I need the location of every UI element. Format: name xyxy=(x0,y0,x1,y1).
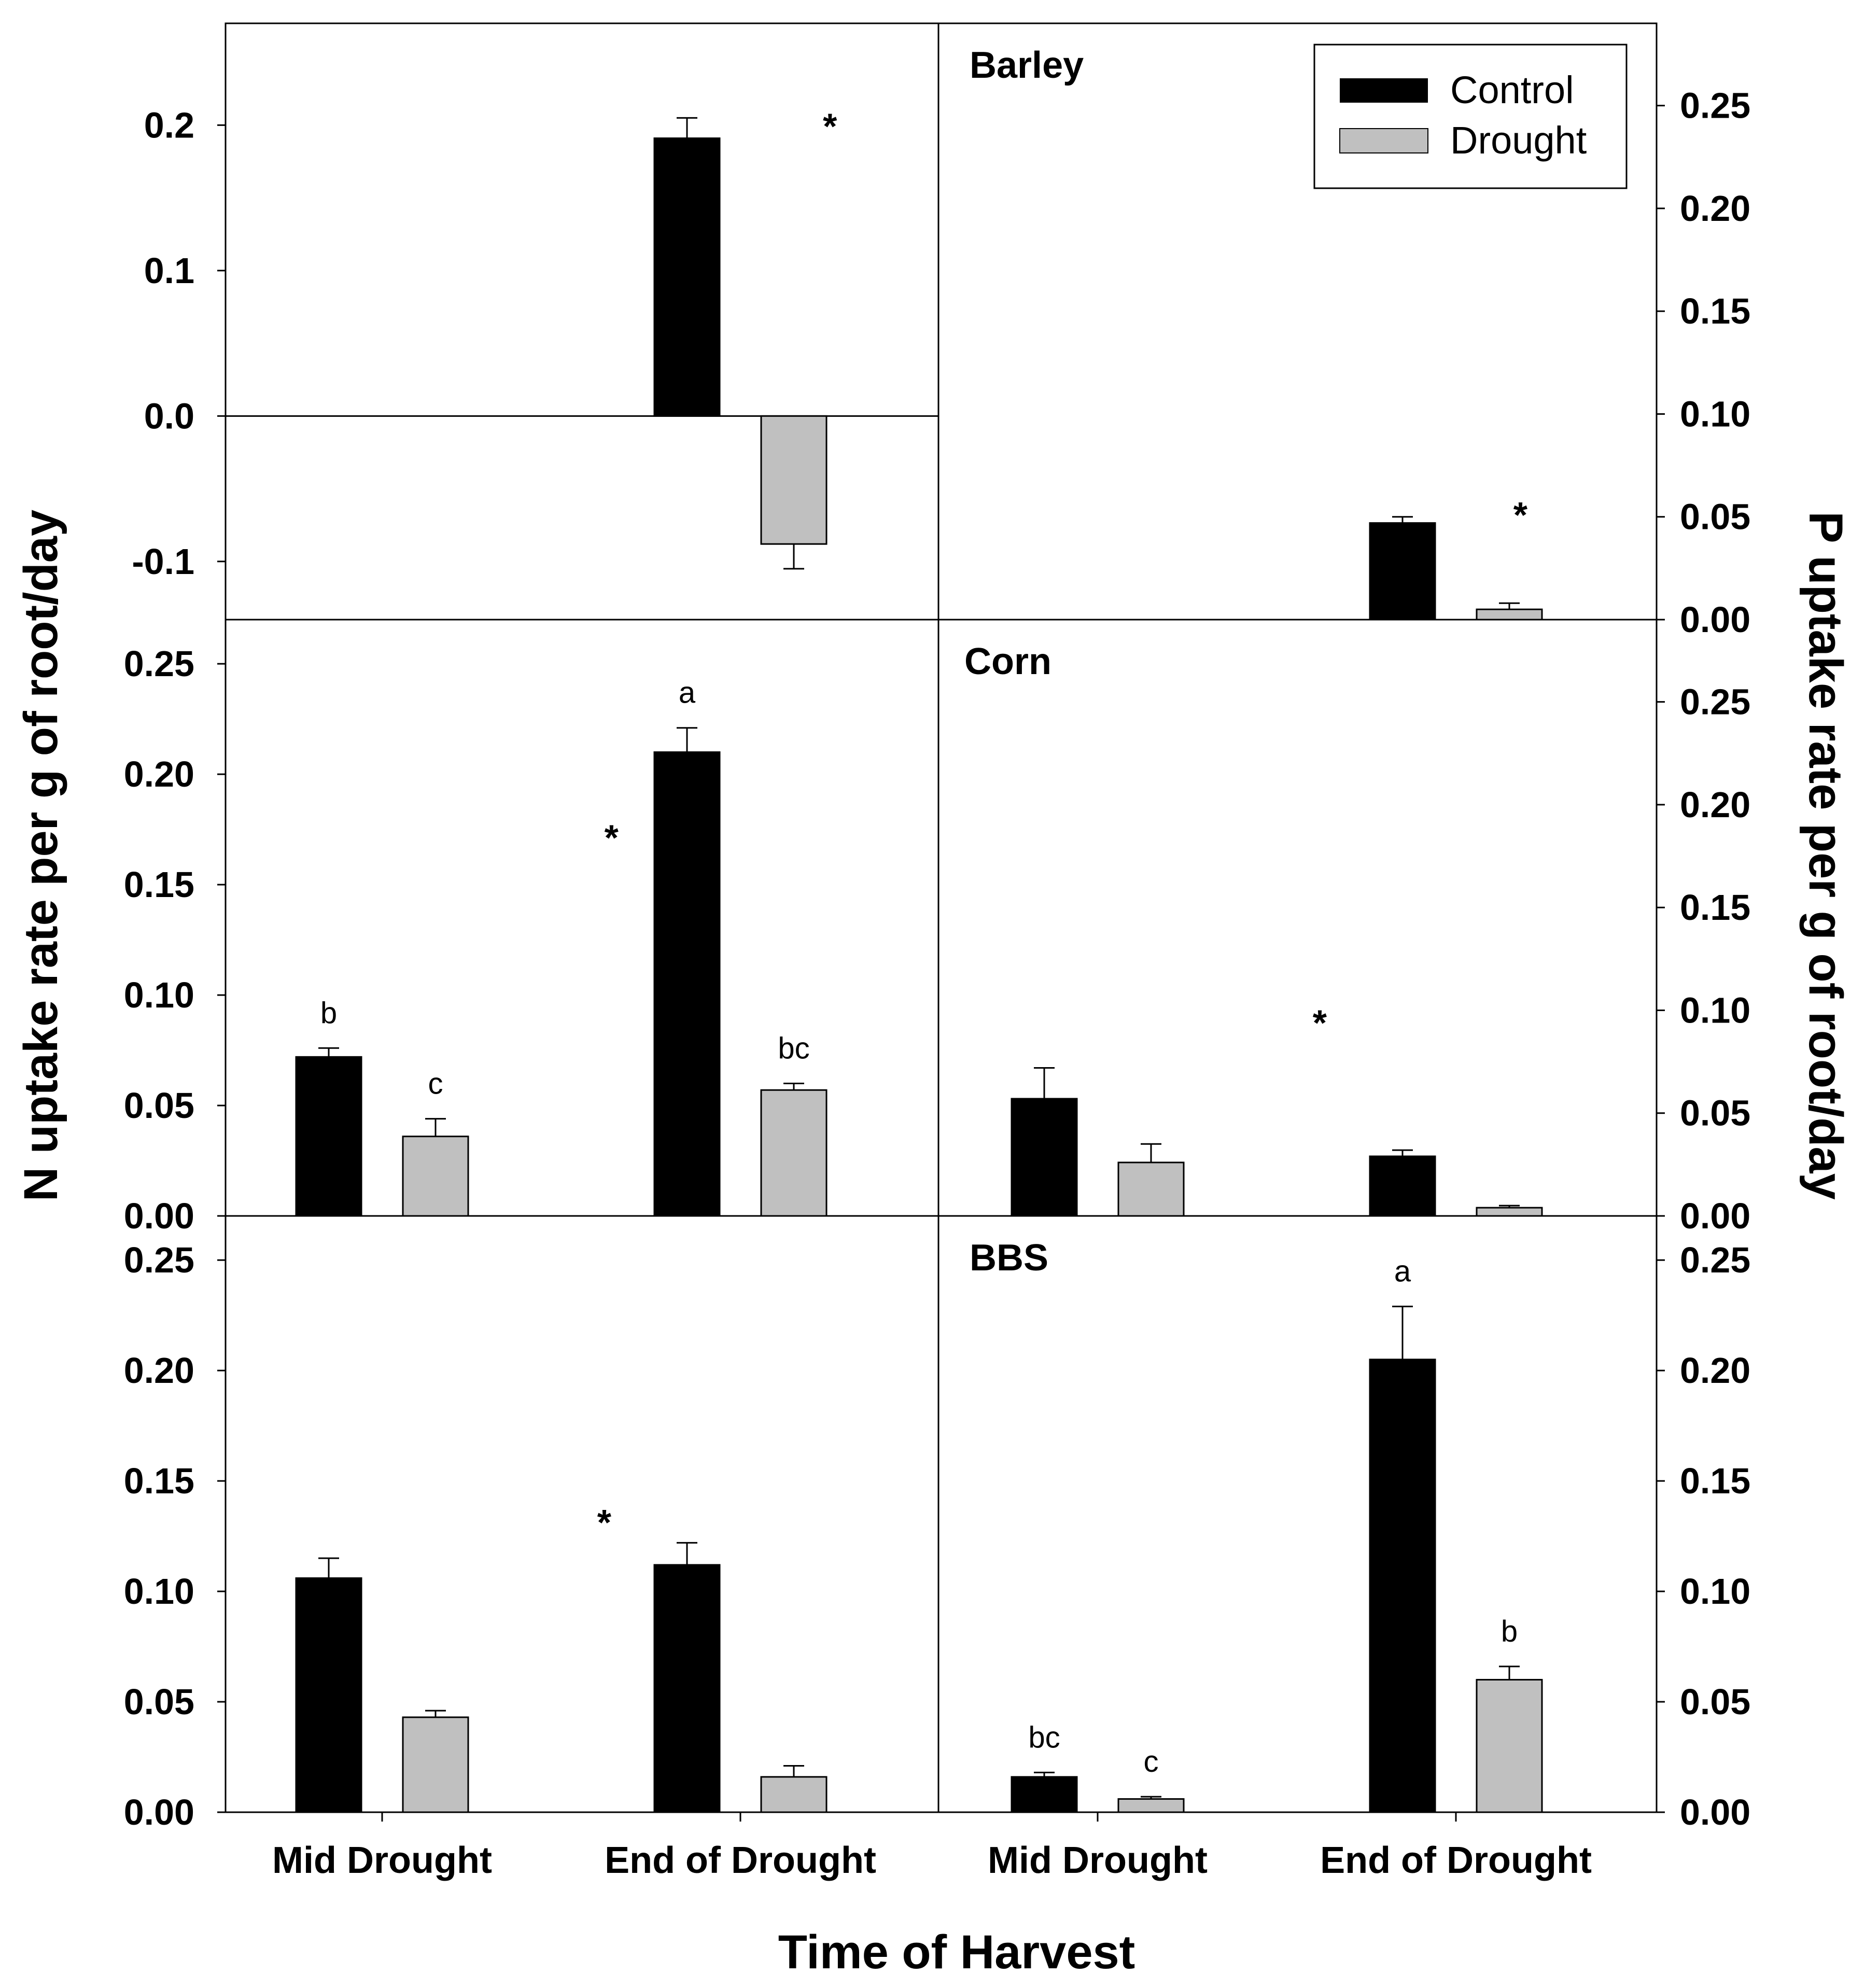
sig-letter-corn-n-drought: bc xyxy=(778,1031,809,1065)
panels-layer: 0.2 0.1 0.0 -0.1 * 0.00 0.05 0.10 0.15 0.20 0.25 * B… xyxy=(124,45,1751,1832)
bar-bbs-p-drought-end-of-drought xyxy=(1476,1678,1543,1813)
outer-frame xyxy=(225,22,1658,1813)
bar-bbs-n-control-end-of-drought xyxy=(653,1564,721,1813)
y-tick-label-barley-p: 0.05 xyxy=(1680,497,1750,537)
legend-swatch-drought xyxy=(1339,128,1428,153)
x-category-label-end-of-drought: End of Drought xyxy=(605,1840,876,1881)
y-tick-label-corn-n: 0.05 xyxy=(124,1085,194,1126)
y-tick-label-barley-n: -0.1 xyxy=(132,541,194,582)
legend-label-control: Control xyxy=(1450,68,1574,111)
bar-corn-p-control-mid-drought xyxy=(1011,1098,1078,1217)
bar-bbs-p-control-end-of-drought xyxy=(1369,1359,1436,1813)
y-tick-label-bbs-p: 0.00 xyxy=(1680,1792,1750,1832)
panel-title-corn: Corn xyxy=(964,641,1051,682)
bar-barley-p-drought-end-of-drought xyxy=(1476,608,1543,621)
bar-corn-n-drought-mid-drought xyxy=(402,1136,469,1217)
x-category-label-mid-drought: Mid Drought xyxy=(988,1840,1208,1881)
panel-bbs-p: 0.00 0.05 0.10 0.15 0.20 0.25 bc a c b BBS xyxy=(970,1237,1750,1832)
significance-star-corn-p: * xyxy=(1313,1002,1327,1043)
x-category-label-end-of-drought: End of Drought xyxy=(1320,1840,1592,1881)
bar-bbs-p-drought-mid-drought xyxy=(1117,1798,1185,1813)
y-tick-label-corn-p: 0.00 xyxy=(1680,1196,1750,1236)
legend-swatch-control xyxy=(1340,78,1428,103)
x-axis-title: Time of Harvest xyxy=(778,1926,1135,1979)
bar-bbs-n-drought-mid-drought xyxy=(402,1716,469,1813)
sig-letter-bbs-p-drought: b xyxy=(1501,1615,1518,1648)
y-tick-label-bbs-n: 0.25 xyxy=(124,1240,194,1280)
y-tick-label-corn-n: 0.00 xyxy=(124,1196,194,1236)
y-tick-label-bbs-n: 0.15 xyxy=(124,1461,194,1501)
y-tick-label-corn-n: 0.10 xyxy=(124,975,194,1015)
panel-corn-n: 0.00 0.05 0.10 0.15 0.20 0.25 b a c bc * xyxy=(124,643,828,1236)
significance-star-barley-p: * xyxy=(1513,495,1528,535)
panel-title-bbs: BBS xyxy=(970,1237,1048,1279)
legend-box xyxy=(1313,44,1628,189)
bar-corn-p-drought-end-of-drought xyxy=(1476,1207,1543,1217)
y-tick-label-bbs-p: 0.25 xyxy=(1680,1240,1750,1280)
panel-title-barley: Barley xyxy=(970,45,1084,86)
bar-barley-n-drought-end-of-drought xyxy=(760,415,828,545)
bar-corn-n-control-mid-drought xyxy=(295,1056,362,1217)
y-tick-label-corn-p: 0.15 xyxy=(1680,887,1750,928)
bar-corn-n-drought-end-of-drought xyxy=(760,1089,828,1217)
y-tick-label-bbs-n: 0.05 xyxy=(124,1682,194,1722)
y-tick-label-barley-p: 0.20 xyxy=(1680,188,1750,229)
significance-star-bbs-n: * xyxy=(597,1502,612,1543)
y-tick-label-corn-n: 0.25 xyxy=(124,643,194,684)
y-tick-label-bbs-p: 0.10 xyxy=(1680,1571,1750,1612)
legend: Control Drought xyxy=(1313,44,1628,189)
y-tick-label-barley-n: 0.2 xyxy=(144,105,194,145)
y-tick-label-corn-p: 0.25 xyxy=(1680,682,1750,722)
y-tick-label-corn-p: 0.20 xyxy=(1680,785,1750,825)
y-tick-label-corn-n: 0.20 xyxy=(124,754,194,794)
sig-letter-bbs-p-control: a xyxy=(1394,1255,1411,1289)
sig-letter-corn-n-drought: c xyxy=(428,1067,443,1101)
y-tick-label-barley-n: 0.1 xyxy=(144,250,194,291)
bar-bbs-n-drought-end-of-drought xyxy=(760,1776,828,1813)
significance-star-corn-n: * xyxy=(605,818,619,858)
bar-bbs-p-control-mid-drought xyxy=(1011,1776,1078,1813)
y-tick-label-barley-n: 0.0 xyxy=(144,396,194,436)
y-tick-label-barley-p: 0.15 xyxy=(1680,291,1750,331)
bar-barley-p-control-end-of-drought xyxy=(1369,522,1436,621)
y-tick-label-bbs-n: 0.00 xyxy=(124,1792,194,1832)
sig-letter-bbs-p-drought: c xyxy=(1144,1745,1159,1779)
x-category-label-mid-drought: Mid Drought xyxy=(272,1840,492,1881)
y-tick-label-bbs-n: 0.10 xyxy=(124,1571,194,1612)
left-y-axis-title: N uptake rate per g of root/day xyxy=(15,510,67,1201)
bar-corn-n-control-end-of-drought xyxy=(653,751,721,1217)
sig-letter-bbs-p-control: bc xyxy=(1028,1720,1060,1754)
legend-label-drought: Drought xyxy=(1450,119,1587,162)
bar-corn-p-control-end-of-drought xyxy=(1369,1155,1436,1217)
y-tick-label-corn-p: 0.05 xyxy=(1680,1093,1750,1133)
panel-barley-p: 0.00 0.05 0.10 0.15 0.20 0.25 * Barley xyxy=(970,45,1750,640)
panel-barley-n: 0.2 0.1 0.0 -0.1 * xyxy=(132,105,938,582)
y-tick-label-corn-p: 0.10 xyxy=(1680,990,1750,1030)
sig-letter-corn-n-control: a xyxy=(679,676,696,710)
sig-letter-corn-n-control: b xyxy=(320,996,337,1030)
bar-barley-n-control-end-of-drought xyxy=(653,137,721,417)
y-tick-label-corn-n: 0.15 xyxy=(124,864,194,905)
y-tick-label-barley-p: 0.00 xyxy=(1680,599,1750,640)
bar-bbs-n-control-mid-drought xyxy=(295,1577,362,1813)
bar-corn-p-drought-mid-drought xyxy=(1117,1161,1185,1217)
y-tick-label-bbs-p: 0.15 xyxy=(1680,1461,1750,1501)
y-tick-label-bbs-n: 0.20 xyxy=(124,1350,194,1391)
right-y-axis-title: P uptake rate per g of root/day xyxy=(1799,511,1852,1200)
y-tick-label-bbs-p: 0.05 xyxy=(1680,1682,1750,1722)
figure-frame: Mid Drought End of Drought Mid Drought End … xyxy=(225,22,1658,1881)
y-tick-label-barley-p: 0.10 xyxy=(1680,394,1750,434)
significance-star-barley-n: * xyxy=(823,106,837,146)
panel-corn-p: 0.00 0.05 0.10 0.15 0.20 0.25 * Corn xyxy=(964,641,1750,1236)
y-tick-label-barley-p: 0.25 xyxy=(1680,86,1750,126)
y-tick-label-bbs-p: 0.20 xyxy=(1680,1350,1750,1391)
